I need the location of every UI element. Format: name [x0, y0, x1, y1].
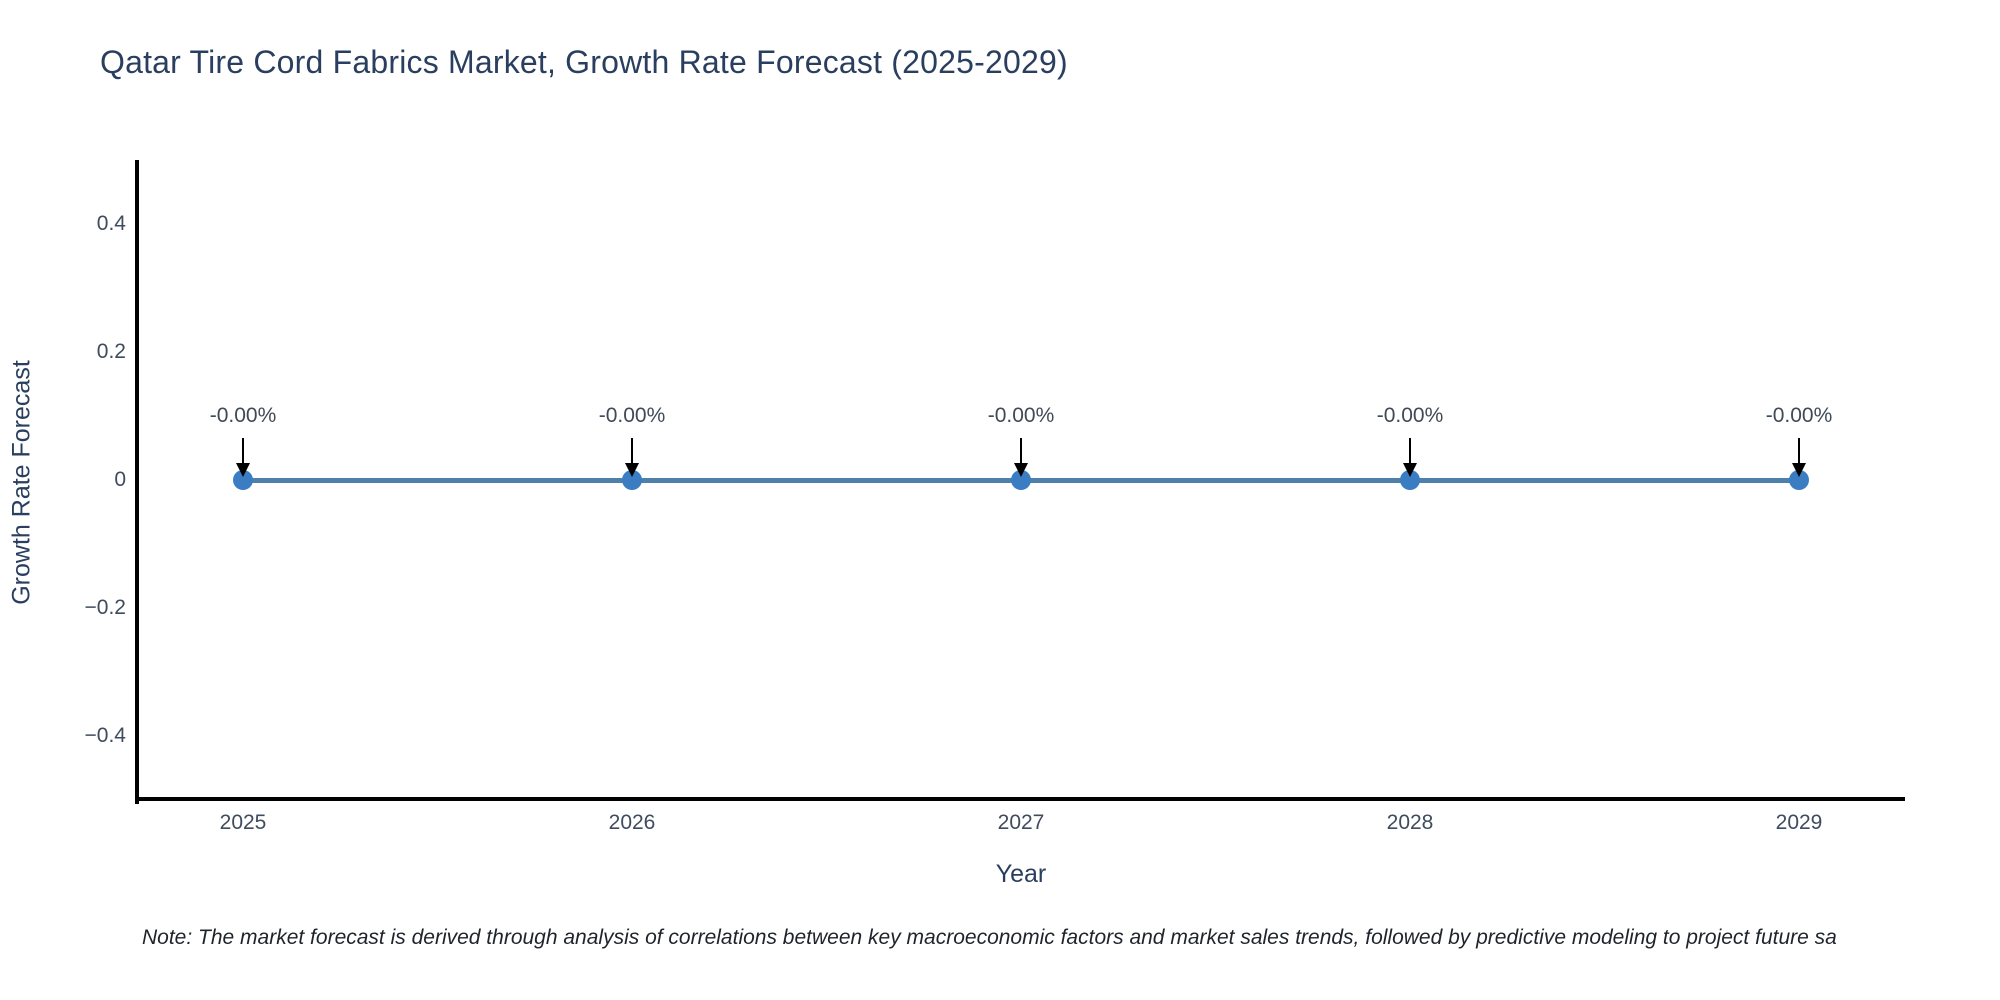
- y-axis-line: [135, 160, 139, 804]
- annotation-arrow-head-icon: [1403, 463, 1417, 477]
- annotation-arrow-head-icon: [236, 463, 250, 477]
- annotation-arrow-shaft: [242, 438, 244, 464]
- annotation-arrow-shaft: [1798, 438, 1800, 464]
- data-point-annotation: -0.00%: [1376, 404, 1444, 427]
- footnote: Note: The market forecast is derived thr…: [142, 926, 1837, 949]
- x-axis-line: [135, 797, 1905, 801]
- chart-title: Qatar Tire Cord Fabrics Market, Growth R…: [100, 44, 1068, 80]
- y-axis-title: Growth Rate Forecast: [7, 360, 36, 605]
- x-tick-label: 2025: [219, 811, 267, 834]
- data-point-annotation: -0.00%: [987, 404, 1055, 427]
- y-tick-label: −0.2: [84, 596, 126, 619]
- annotation-arrow-shaft: [1409, 438, 1411, 464]
- data-point-annotation: -0.00%: [598, 404, 666, 427]
- y-tick-label: 0.2: [96, 340, 126, 363]
- annotation-arrow-shaft: [631, 438, 633, 464]
- x-axis-title: Year: [995, 860, 1047, 888]
- annotation-arrow-head-icon: [1014, 463, 1028, 477]
- data-point-annotation: -0.00%: [209, 404, 277, 427]
- y-tick-label: −0.4: [84, 724, 126, 747]
- y-tick-label: 0.4: [96, 212, 126, 235]
- x-tick-label: 2026: [608, 811, 656, 834]
- x-tick-label: 2029: [1775, 811, 1823, 834]
- annotation-arrow-shaft: [1020, 438, 1022, 464]
- x-tick-label: 2028: [1386, 811, 1434, 834]
- data-point-annotation: -0.00%: [1765, 404, 1833, 427]
- annotation-arrow-head-icon: [1792, 463, 1806, 477]
- y-tick-label: 0: [114, 468, 126, 491]
- x-tick-label: 2027: [997, 811, 1045, 834]
- annotation-arrow-head-icon: [625, 463, 639, 477]
